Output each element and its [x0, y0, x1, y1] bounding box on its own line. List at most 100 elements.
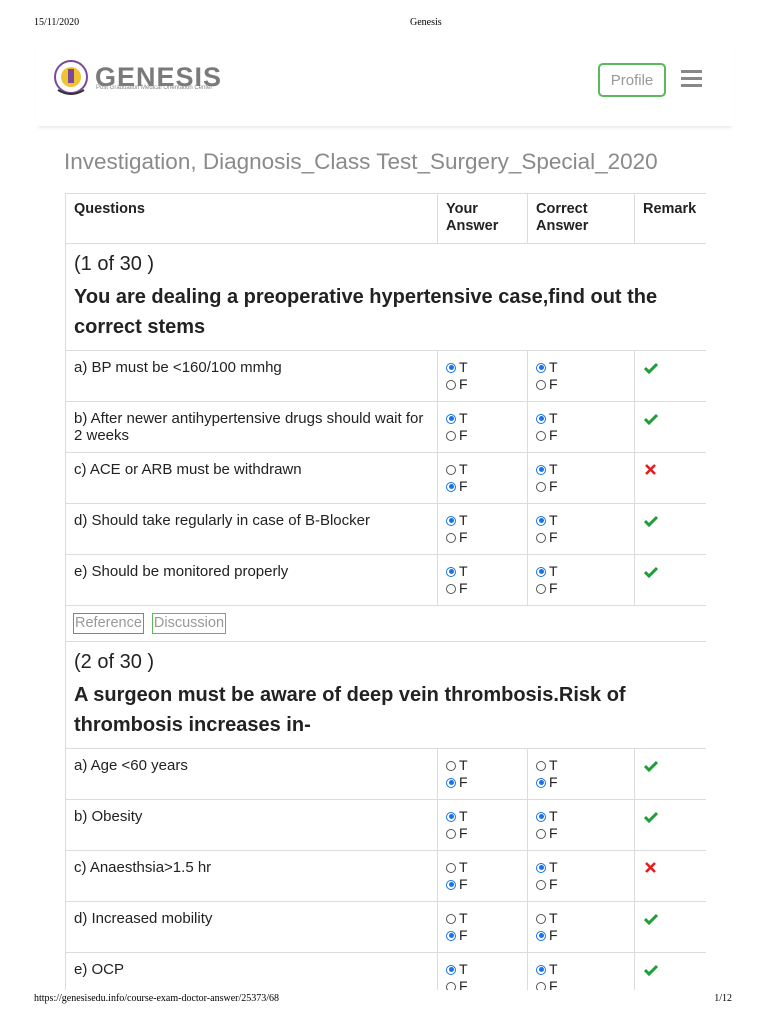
remark-correct [643, 760, 659, 773]
action-button[interactable]: Discussion [151, 613, 227, 634]
stem-row: b) Obesity T F T F [65, 799, 706, 851]
remark [634, 850, 706, 902]
remark [634, 350, 706, 402]
radio-label: F [459, 927, 468, 943]
logo-tagline: Post Graduation Medical Orientation Cent… [96, 85, 213, 91]
radio-option: F [536, 876, 626, 893]
radio-label: F [549, 529, 558, 545]
logo-name: GENESIS [95, 62, 223, 92]
radio-button [446, 566, 456, 577]
radio-button [446, 981, 456, 990]
radio-label: F [549, 580, 558, 596]
radio-label: T [459, 859, 468, 875]
radio-button [446, 362, 456, 373]
question-cell: (1 of 30 ) You are dealing a preoperative… [65, 243, 706, 351]
radio-option: F [446, 825, 519, 842]
remark-correct [643, 515, 659, 528]
radio-option: F [536, 774, 626, 791]
radio-label: T [459, 512, 468, 528]
radio-option: T [536, 961, 626, 978]
stem-text: c) ACE or ARB must be withdrawn [65, 452, 438, 504]
radio-label: F [549, 927, 558, 943]
radio-label: T [549, 563, 558, 579]
radio-option: F [446, 376, 519, 393]
radio-label: F [459, 825, 468, 841]
radio-button [446, 481, 456, 492]
radio-label: F [459, 876, 468, 892]
stem-row: e) Should be monitored properly T F T F [65, 554, 706, 606]
radio-option: T [536, 461, 626, 478]
radio-button [446, 760, 456, 771]
profile-button[interactable]: Profile [598, 63, 666, 97]
radio-button [446, 828, 456, 839]
radio-option: T [446, 461, 519, 478]
remark [634, 554, 706, 606]
radio-option: T [446, 808, 519, 825]
radio-button [536, 930, 546, 941]
radio-label: F [459, 580, 468, 596]
radio-label: F [549, 774, 558, 790]
menu-icon[interactable] [681, 69, 703, 87]
remark [634, 503, 706, 555]
radio-label: T [549, 512, 558, 528]
radio-option: T [446, 512, 519, 529]
remark-wrong [645, 862, 656, 873]
question-cell: (2 of 30 ) A surgeon must be aware of dee… [65, 641, 706, 749]
print-title: Genesis [410, 17, 442, 28]
remark [634, 799, 706, 851]
radio-option: T [446, 757, 519, 774]
radio-button [446, 964, 456, 975]
radio-button [536, 583, 546, 594]
radio-option: F [536, 978, 626, 990]
radio-label: T [459, 757, 468, 773]
radio-label: T [549, 961, 558, 977]
question-text: You are dealing a preoperative hypertens… [74, 286, 658, 338]
stem-text: a) BP must be <160/100 mmhg [65, 350, 438, 402]
radio-button [536, 481, 546, 492]
radio-option: T [446, 910, 519, 927]
radio-button [446, 583, 456, 594]
remark-correct [643, 362, 659, 375]
stem-row: b) After newer antihypertensive drugs sh… [65, 401, 706, 453]
question-number: (1 of 30 ) [74, 253, 155, 275]
column-header: Remark [634, 193, 706, 244]
radio-label: T [459, 808, 468, 824]
radio-button [446, 532, 456, 543]
stem-text: c) Anaesthsia>1.5 hr [65, 850, 438, 902]
stem-text: e) Should be monitored properly [65, 554, 438, 606]
stem-row: a) BP must be <160/100 mmhg T F T F [65, 350, 706, 402]
radio-label: F [549, 376, 558, 392]
radio-label: T [549, 410, 558, 426]
print-url: https://genesisedu.info/course-exam-doct… [34, 993, 280, 1004]
action-button[interactable]: Reference [73, 613, 144, 634]
question-row: (1 of 30 ) You are dealing a preoperative… [65, 243, 706, 351]
remark [634, 748, 706, 800]
radio-button [536, 413, 546, 424]
radio-label: F [549, 478, 558, 494]
stem-row: a) Age <60 years T F T F [65, 748, 706, 800]
stem-text: a) Age <60 years [65, 748, 438, 800]
radio-button [536, 879, 546, 890]
results-container: Questions Your Answer Correct Answer Remark… [65, 193, 706, 990]
column-header: Correct Answer [527, 193, 635, 244]
print-page: 1/12 [714, 993, 732, 1004]
button-cell: Reference Discussion [65, 605, 706, 642]
radio-button [446, 913, 456, 924]
radio-label: F [459, 529, 468, 545]
radio-label: F [549, 825, 558, 841]
stem-row: c) Anaesthsia>1.5 hr T F T F [65, 850, 706, 902]
